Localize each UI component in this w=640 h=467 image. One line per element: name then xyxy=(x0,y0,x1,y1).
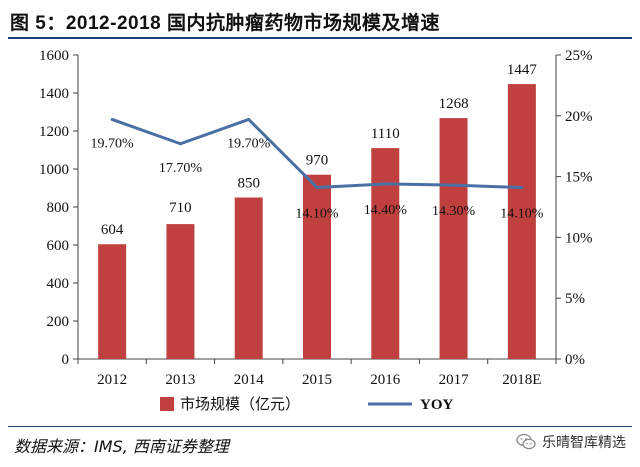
x-tick-label: 2018E xyxy=(502,372,541,388)
bar-data-labels: 604 710 850 970 1110 1268 1447 xyxy=(101,62,537,238)
wechat-icon xyxy=(516,433,536,450)
left-tick-label: 0 xyxy=(62,352,70,368)
left-tick-label: 1200 xyxy=(39,124,69,140)
right-tick-label: 25% xyxy=(565,48,593,64)
bar-data-label: 1268 xyxy=(439,96,469,112)
chart-axes: 0 200 400 600 800 1000 1200 1400 1600 0% 5% 10% 15% 2… xyxy=(39,48,593,388)
right-tick-label: 5% xyxy=(565,291,585,307)
x-tick-label: 2013 xyxy=(165,372,195,388)
yoy-point xyxy=(520,186,524,190)
source-note: 数据来源：IMS, 西南证券整理 xyxy=(14,437,229,456)
watermark-text: 乐晴智库精选 xyxy=(542,435,626,451)
yoy-data-label: 19.70% xyxy=(91,136,135,151)
yoy-point xyxy=(315,186,319,190)
yoy-point xyxy=(452,183,456,187)
yoy-point xyxy=(247,117,251,121)
x-tick-label: 2012 xyxy=(97,372,127,388)
yoy-point xyxy=(383,182,387,186)
left-tick-label: 1400 xyxy=(39,86,69,102)
bar xyxy=(507,84,536,359)
bar-data-label: 970 xyxy=(306,153,329,169)
bar-data-label: 710 xyxy=(169,200,192,216)
legend-line-label: YOY xyxy=(420,397,454,413)
yoy-data-label: 14.10% xyxy=(295,207,339,222)
left-tick-label: 1000 xyxy=(39,162,69,178)
left-tick-label: 600 xyxy=(47,238,70,254)
legend: 市场规模（亿元） YOY xyxy=(160,395,454,413)
line-data-labels: 19.70% 17.70% 19.70% 14.10% 14.40% 14.30% 14.1… xyxy=(91,136,544,221)
footer-rule xyxy=(8,426,632,427)
bar-data-label: 1110 xyxy=(371,126,400,142)
x-tick-label: 2014 xyxy=(234,372,265,388)
yoy-data-label: 14.40% xyxy=(364,203,408,218)
bar xyxy=(371,148,400,359)
legend-bar-label: 市场规模（亿元） xyxy=(180,395,300,413)
watermark: 乐晴智库精选 xyxy=(516,432,626,452)
right-tick-label: 0% xyxy=(565,352,585,368)
line-series xyxy=(110,117,524,190)
yoy-point xyxy=(110,117,114,121)
yoy-data-label: 17.70% xyxy=(159,161,203,176)
figure-title: 图 5：2012-2018 国内抗肿瘤药物市场规模及增速 xyxy=(10,13,440,34)
left-tick-label: 1600 xyxy=(39,48,69,64)
right-tick-label: 20% xyxy=(565,109,593,125)
yoy-point xyxy=(178,142,182,146)
bar-data-label: 604 xyxy=(101,222,124,238)
yoy-data-label: 19.70% xyxy=(227,136,271,151)
title-rule xyxy=(8,37,632,39)
right-tick-label: 10% xyxy=(565,230,593,246)
right-tick-label: 15% xyxy=(565,170,593,186)
bar-series xyxy=(98,84,536,359)
bar xyxy=(98,244,127,359)
yoy-data-label: 14.10% xyxy=(500,207,544,222)
left-tick-label: 200 xyxy=(47,314,70,330)
bar xyxy=(439,118,468,359)
bar-data-label: 1447 xyxy=(507,62,538,78)
bar xyxy=(303,174,331,359)
bar xyxy=(234,197,263,359)
bar-data-label: 850 xyxy=(237,176,260,192)
chart: 0 200 400 600 800 1000 1200 1400 1600 0% 5% 10% 15% 2… xyxy=(39,48,593,413)
bar xyxy=(166,224,195,359)
x-tick-label: 2016 xyxy=(370,372,401,388)
x-tick-label: 2017 xyxy=(439,372,470,388)
yoy-data-label: 14.30% xyxy=(432,204,476,219)
x-tick-label: 2015 xyxy=(302,372,332,388)
left-tick-label: 800 xyxy=(47,200,70,216)
legend-bar-swatch xyxy=(160,397,174,411)
left-tick-label: 400 xyxy=(47,276,70,292)
